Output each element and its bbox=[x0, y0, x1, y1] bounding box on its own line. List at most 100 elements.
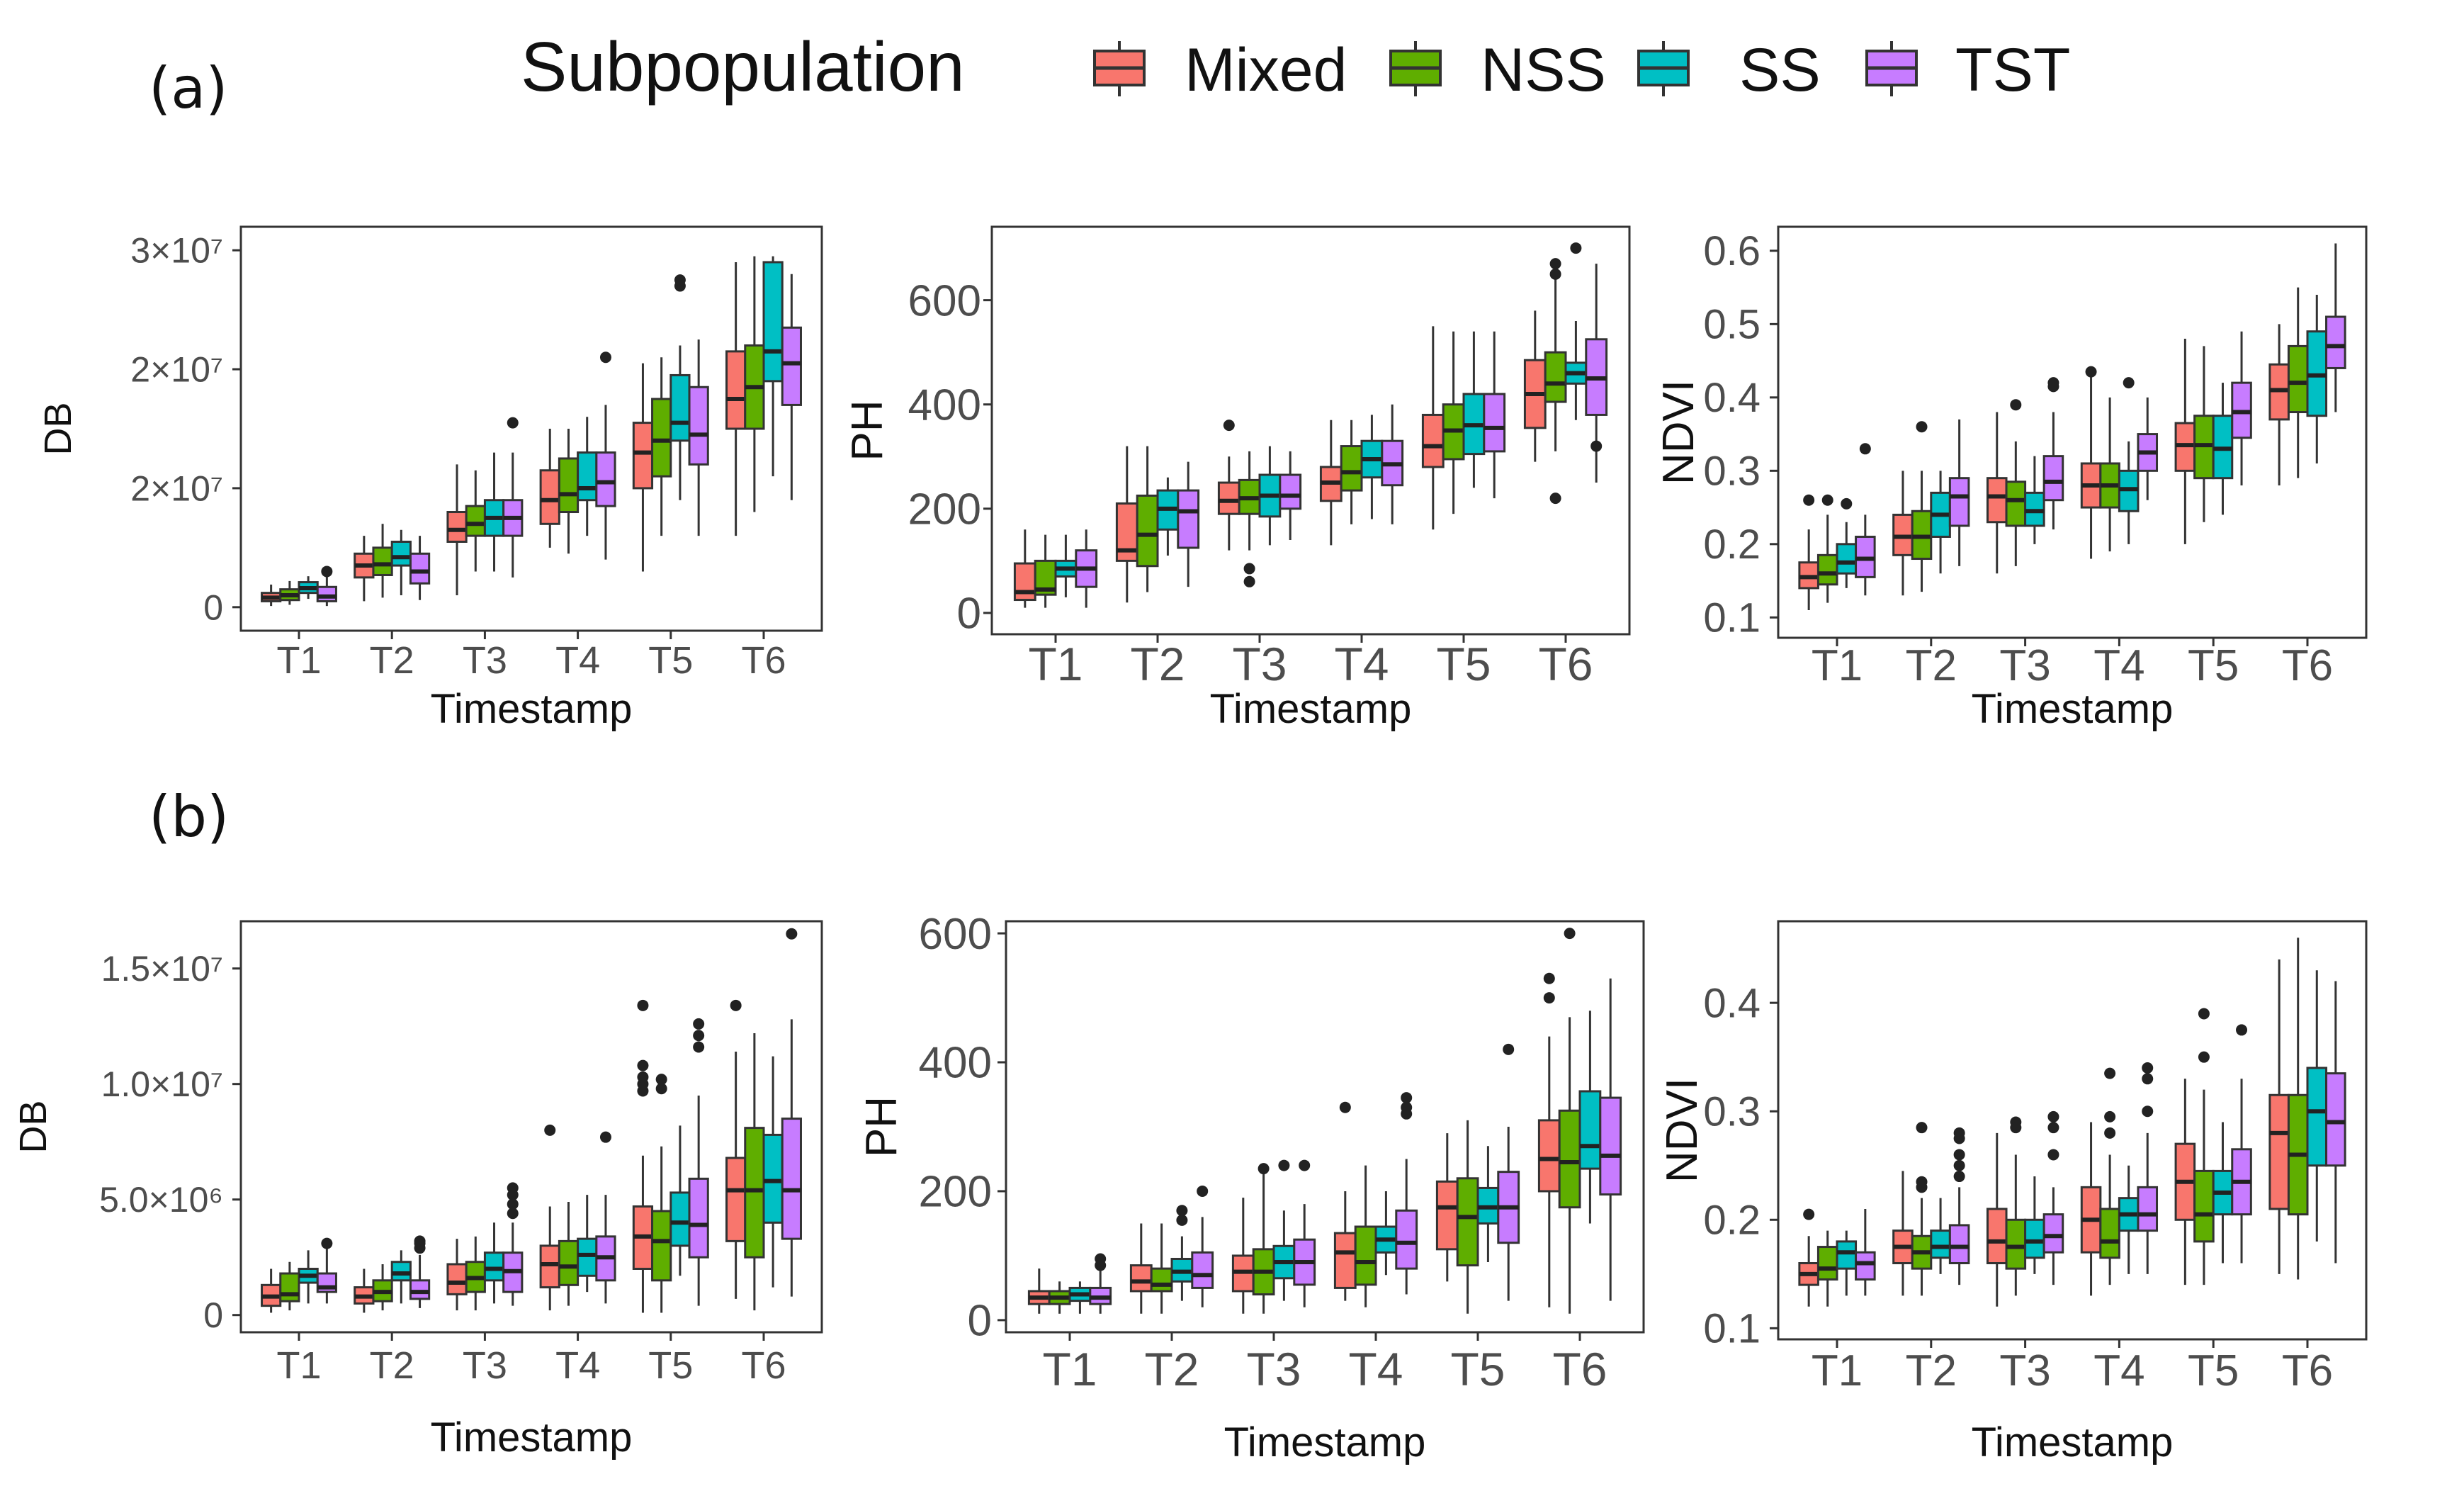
x-tick-label-t1: T1 bbox=[1812, 641, 1863, 690]
box-tst-t2 bbox=[409, 536, 431, 600]
box-mixed-t1 bbox=[261, 584, 282, 607]
box-tst-t1 bbox=[1089, 1253, 1112, 1314]
box-ss-t6 bbox=[2306, 294, 2328, 463]
box-layer bbox=[261, 928, 802, 1313]
outlier-point bbox=[786, 928, 798, 940]
y-tick-label: 400 bbox=[908, 381, 981, 429]
box-nss-t5 bbox=[1442, 331, 1465, 514]
box-body bbox=[1930, 1230, 1951, 1259]
box-tst-t4 bbox=[595, 351, 616, 560]
y-tick-label: 600 bbox=[919, 910, 992, 959]
box-mixed-t3 bbox=[1217, 420, 1241, 551]
outlier-point bbox=[1299, 1159, 1311, 1171]
x-tick-label-t6: T6 bbox=[2282, 641, 2333, 690]
legend-item-mixed: Mixed bbox=[1093, 36, 1347, 104]
box-ss-t4 bbox=[2118, 1165, 2140, 1274]
outlier-point bbox=[1859, 443, 1871, 455]
box-nss-t4 bbox=[1354, 1165, 1377, 1307]
box-body bbox=[409, 1279, 431, 1300]
outlier-point bbox=[544, 1124, 556, 1136]
outlier-point bbox=[1803, 1208, 1815, 1220]
box-body bbox=[762, 1133, 784, 1224]
x-tick-label-t5: T5 bbox=[1450, 1343, 1505, 1395]
box-nss-t5 bbox=[2193, 1008, 2215, 1285]
box-nss-t4 bbox=[1340, 420, 1363, 524]
chart-panel-2: 0.1 0.2 0.3 0.4 0.5 0.6 T1 T2 T3 T4 T5 T6 Timestamp N… bbox=[1654, 225, 2368, 732]
box-body bbox=[669, 373, 691, 442]
x-tick-label-t2: T2 bbox=[1906, 641, 1957, 690]
box-nss-t1 bbox=[1048, 1281, 1071, 1314]
outlier-point bbox=[1916, 1122, 1928, 1134]
box-body bbox=[446, 1263, 468, 1295]
box-ss-t6 bbox=[1578, 1011, 1602, 1224]
y-axis-label: NDVI bbox=[1654, 380, 1703, 485]
chart-panel-1: 0 200 400 600 T1 T2 T3 T4 T5 T6 Timestamp PH bbox=[843, 225, 1631, 732]
outlier-point bbox=[1176, 1205, 1188, 1217]
box-tst-t5 bbox=[1483, 331, 1506, 499]
box-mixed-t5 bbox=[632, 363, 654, 572]
x-tick-label-t6: T6 bbox=[741, 1344, 786, 1387]
box-body bbox=[2042, 1213, 2064, 1254]
box-body bbox=[2193, 1169, 2215, 1243]
box-nss-t6 bbox=[744, 1032, 765, 1311]
outlier-point bbox=[1570, 242, 1582, 254]
box-mixed-t4 bbox=[539, 429, 560, 548]
x-tick-label-t5: T5 bbox=[2188, 1346, 2239, 1395]
box-nss-t1 bbox=[1816, 1230, 1838, 1307]
x-tick-label-t3: T3 bbox=[463, 639, 507, 682]
outlier-point bbox=[637, 999, 649, 1011]
box-body bbox=[539, 469, 560, 525]
box-nss-t1 bbox=[1034, 534, 1057, 608]
outlier-point bbox=[655, 1074, 667, 1086]
box-body bbox=[1333, 1232, 1357, 1289]
box-mixed-t6 bbox=[1523, 310, 1547, 462]
box-body bbox=[2099, 1208, 2120, 1259]
outlier-point bbox=[2047, 1122, 2059, 1134]
y-tick-label: 3×10⁷ bbox=[130, 231, 223, 271]
x-tick-label-t4: T4 bbox=[2093, 641, 2144, 690]
x-tick-label-t1: T1 bbox=[276, 1344, 321, 1387]
box-nss-t1 bbox=[1816, 494, 1838, 603]
outlier-point bbox=[1503, 1043, 1515, 1055]
legend-label-tst: TST bbox=[1955, 36, 2070, 104]
box-tst-t4 bbox=[1395, 1092, 1418, 1295]
box-ss-t2 bbox=[1156, 477, 1180, 556]
outlier-point bbox=[2104, 1067, 2116, 1079]
box-body bbox=[2325, 1072, 2346, 1167]
box-tst-t5 bbox=[1497, 1043, 1520, 1301]
outlier-point bbox=[1953, 1127, 1965, 1139]
box-body bbox=[558, 1239, 580, 1286]
x-tick-label-t1: T1 bbox=[1028, 638, 1083, 690]
y-tick-label: 0.5 bbox=[1703, 302, 1761, 348]
box-body bbox=[781, 326, 802, 406]
box-ss-t2 bbox=[1170, 1205, 1194, 1301]
legend-item-tst: TST bbox=[1865, 36, 2070, 104]
outlier-point bbox=[2198, 1051, 2210, 1063]
box-body bbox=[744, 1127, 765, 1259]
y-axis-label: DB bbox=[37, 402, 79, 455]
legend-item-nss: NSS bbox=[1389, 36, 1606, 104]
box-tst-t5 bbox=[688, 1018, 709, 1306]
outlier-point bbox=[2236, 1024, 2248, 1036]
box-body bbox=[1986, 1208, 2008, 1265]
y-tick-label: 5.0×10⁶ bbox=[99, 1180, 223, 1220]
plot-frame bbox=[239, 920, 823, 1334]
box-body bbox=[446, 511, 468, 543]
box-tst-t6 bbox=[781, 928, 802, 1297]
box-nss-t1 bbox=[279, 580, 300, 605]
box-mixed-t4 bbox=[2080, 366, 2102, 559]
box-body bbox=[725, 350, 747, 430]
x-axis-label: Timestamp bbox=[1972, 1419, 2174, 1465]
box-body bbox=[1177, 489, 1200, 549]
box-nss-t3 bbox=[1238, 451, 1261, 587]
outlier-point bbox=[1803, 494, 1815, 506]
box-nss-t6 bbox=[744, 256, 765, 512]
x-tick-label-t3: T3 bbox=[1999, 1346, 2050, 1395]
box-body bbox=[1855, 1251, 1876, 1281]
box-ss-t3 bbox=[483, 1222, 505, 1304]
box-layer bbox=[1027, 928, 1622, 1314]
x-tick-label-t5: T5 bbox=[648, 639, 693, 682]
box-mixed-t5 bbox=[632, 999, 654, 1313]
x-tick-label-t3: T3 bbox=[1246, 1343, 1301, 1395]
outlier-point bbox=[1197, 1185, 1209, 1197]
